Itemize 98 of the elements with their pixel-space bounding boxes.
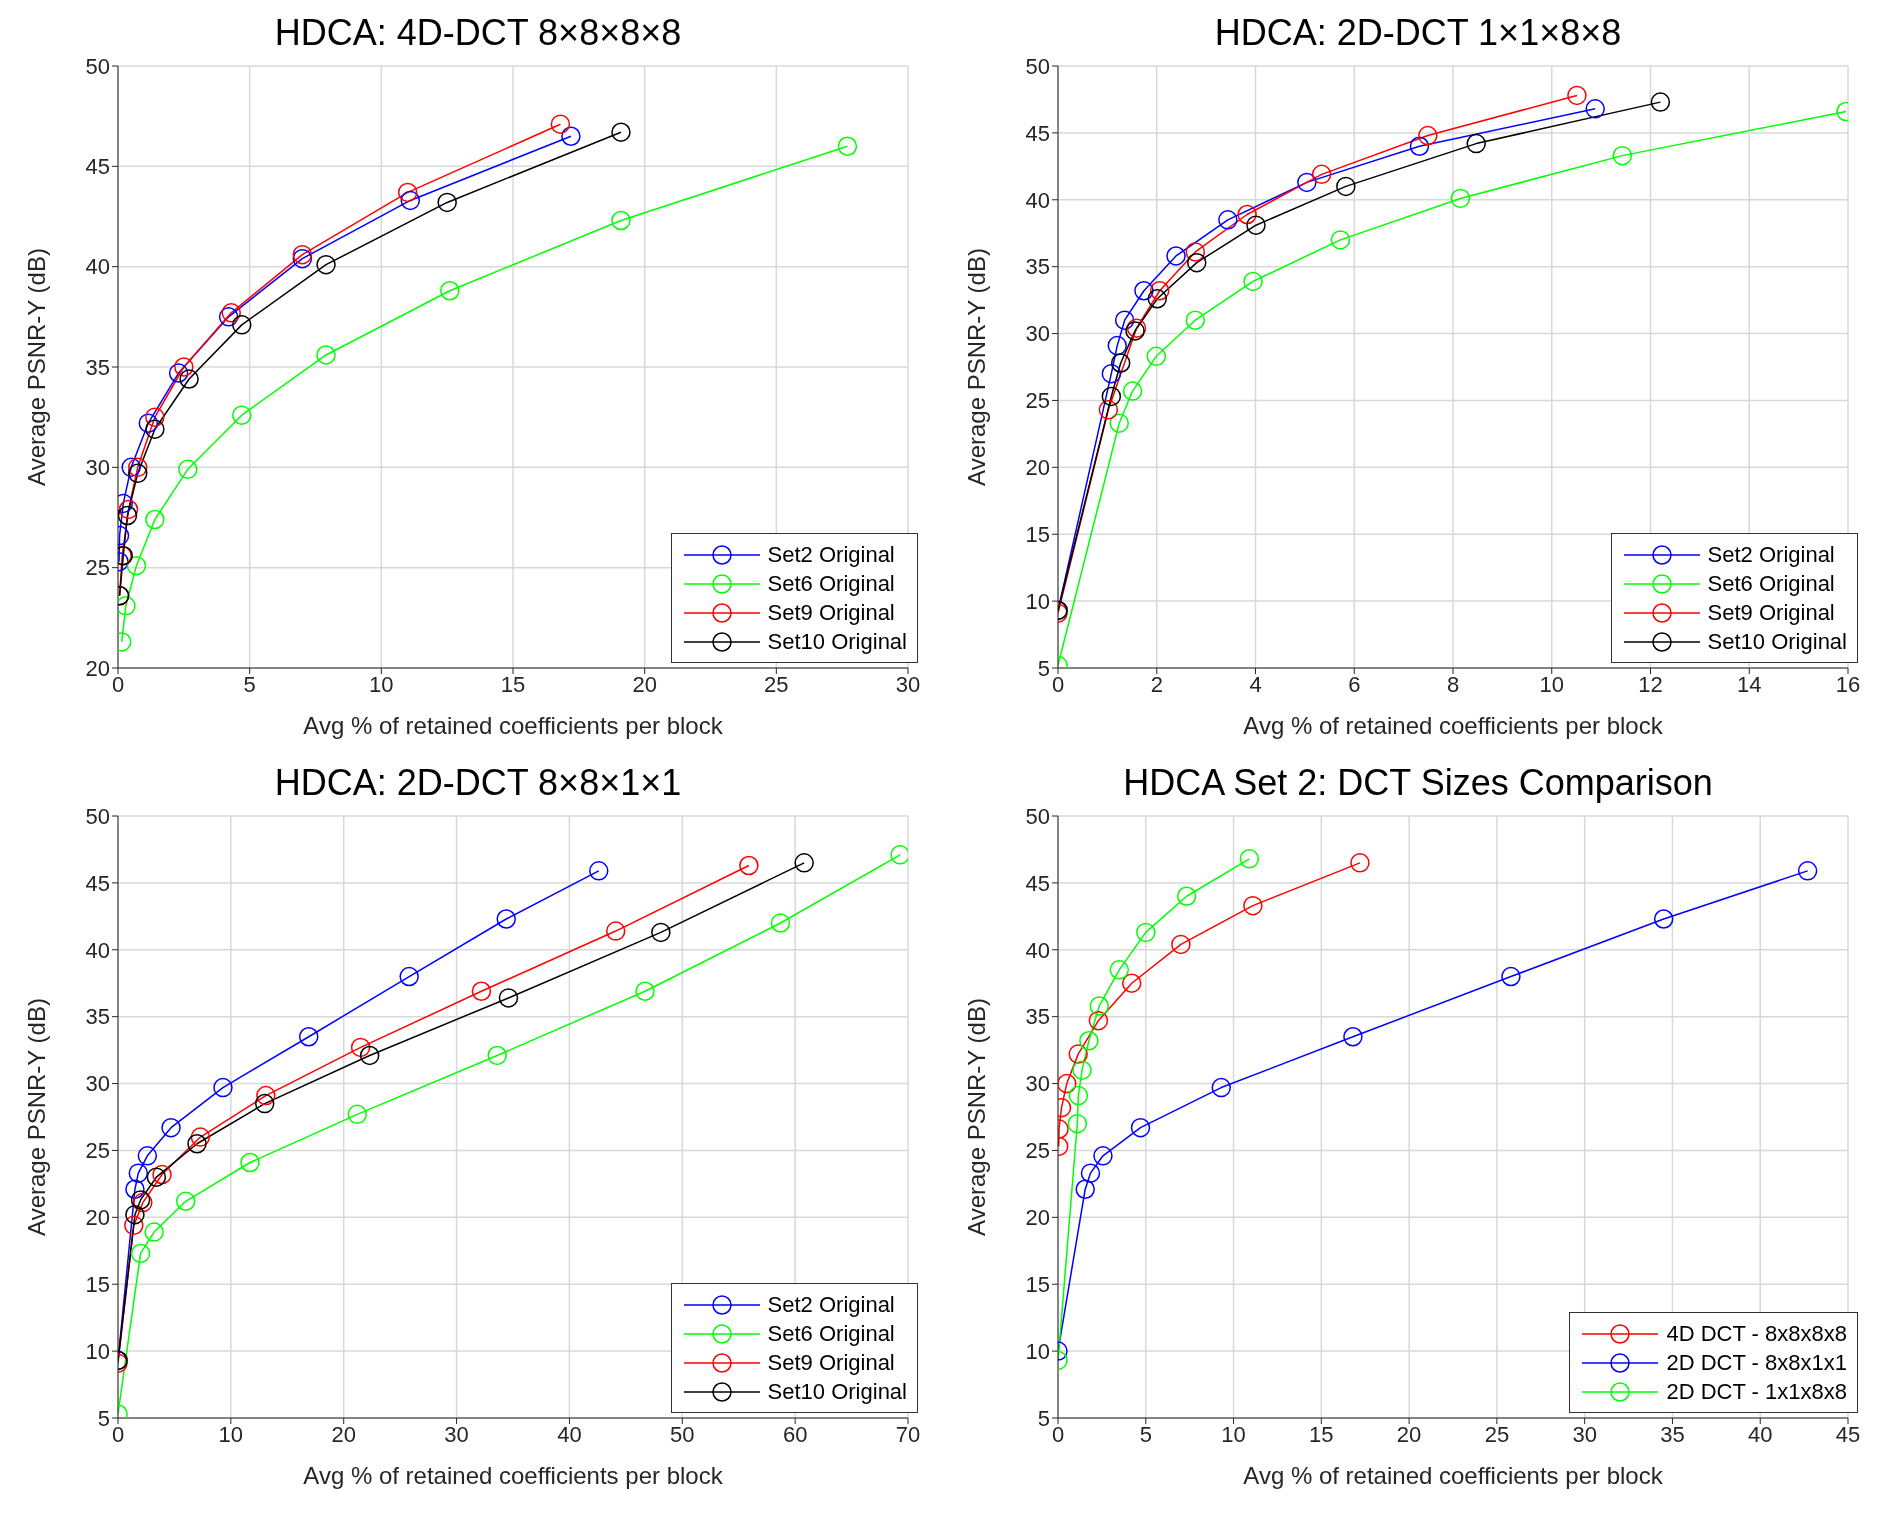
y-axis-title: Average PSNR-Y (dB) <box>22 248 50 486</box>
y-tick-label: 20 <box>85 655 110 681</box>
y-tick-label: 25 <box>85 555 110 581</box>
x-tick-label: 25 <box>764 671 789 697</box>
y-tick-label: 35 <box>85 1004 110 1030</box>
y-tick-label: 35 <box>1025 254 1050 280</box>
legend-label: Set6 Original <box>767 570 895 597</box>
legend-label: 4D DCT - 8x8x8x8 <box>1666 1320 1847 1347</box>
x-axis-title: Avg % of retained coefficients per block <box>303 712 724 739</box>
y-tick-label: 40 <box>1025 937 1050 963</box>
y-axis-title: Average PSNR-Y (dB) <box>962 248 990 486</box>
y-tick-label: 10 <box>85 1338 110 1364</box>
y-tick-label: 15 <box>1025 1272 1050 1298</box>
chart-title: HDCA: 4D-DCT 8×8×8×8 <box>274 12 682 53</box>
y-tick-label: 20 <box>85 1205 110 1231</box>
x-tick-label: 16 <box>1835 671 1861 697</box>
y-tick-label: 40 <box>85 937 110 963</box>
x-tick-label: 10 <box>369 671 394 697</box>
x-tick-label: 10 <box>218 1421 244 1447</box>
x-tick-label: 70 <box>895 1421 921 1447</box>
legend-label: Set10 Original <box>767 1378 907 1405</box>
y-tick-label: 30 <box>1025 321 1050 347</box>
y-tick-label: 5 <box>1037 1405 1050 1431</box>
x-tick-label: 25 <box>1484 1421 1510 1447</box>
y-tick-label: 50 <box>85 803 110 829</box>
x-tick-label: 10 <box>1221 1421 1246 1447</box>
y-axis-title: Average PSNR-Y (dB) <box>962 998 990 1236</box>
y-tick-label: 10 <box>1025 1338 1050 1364</box>
x-tick-label: 20 <box>1396 1421 1422 1447</box>
y-tick-label: 10 <box>1025 588 1050 614</box>
x-tick-label: 0 <box>111 671 125 697</box>
legend-label: Set10 Original <box>767 628 907 655</box>
y-tick-label: 45 <box>1025 870 1050 896</box>
y-tick-label: 5 <box>1037 655 1050 681</box>
x-tick-label: 50 <box>670 1421 695 1447</box>
chart-title: HDCA: 2D-DCT 1×1×8×8 <box>1214 12 1622 53</box>
y-tick-label: 35 <box>85 354 110 380</box>
x-axis-title: Avg % of retained coefficients per block <box>1243 1462 1664 1489</box>
x-tick-label: 30 <box>444 1421 469 1447</box>
legend-label: Set6 Original <box>767 1320 895 1347</box>
legend-label: Set2 Original <box>767 541 895 568</box>
x-tick-label: 14 <box>1737 671 1762 697</box>
legend-label: Set9 Original <box>767 1349 895 1376</box>
legend-label: Set9 Original <box>767 599 895 626</box>
x-tick-label: 60 <box>782 1421 808 1447</box>
x-tick-label: 0 <box>1051 1421 1065 1447</box>
y-tick-label: 20 <box>1025 455 1050 481</box>
x-tick-label: 45 <box>1835 1421 1861 1447</box>
x-tick-label: 30 <box>895 671 921 697</box>
y-tick-label: 45 <box>1025 120 1050 146</box>
chart-title: HDCA Set 2: DCT Sizes Comparison <box>1123 762 1713 803</box>
legend-label: Set2 Original <box>1707 541 1835 568</box>
legend-label: 2D DCT - 8x8x1x1 <box>1666 1349 1847 1376</box>
x-tick-label: 35 <box>1660 1421 1685 1447</box>
x-tick-label: 20 <box>331 1421 356 1447</box>
y-tick-label: 15 <box>1025 522 1050 548</box>
legend-label: Set2 Original <box>767 1291 895 1318</box>
x-tick-label: 12 <box>1638 671 1663 697</box>
y-tick-label: 50 <box>85 53 110 79</box>
x-tick-label: 8 <box>1446 671 1460 697</box>
y-tick-label: 40 <box>85 254 110 280</box>
x-tick-label: 20 <box>632 671 657 697</box>
x-tick-label: 4 <box>1249 671 1262 697</box>
y-tick-label: 45 <box>85 870 110 896</box>
legend-label: Set6 Original <box>1707 570 1835 597</box>
y-tick-label: 5 <box>97 1405 110 1431</box>
y-axis-title: Average PSNR-Y (dB) <box>22 998 50 1236</box>
y-tick-label: 25 <box>1025 388 1050 414</box>
y-tick-label: 50 <box>1025 803 1050 829</box>
chart-title: HDCA: 2D-DCT 8×8×1×1 <box>274 762 682 803</box>
y-tick-label: 35 <box>1025 1004 1050 1030</box>
y-tick-label: 30 <box>85 455 110 481</box>
x-tick-label: 0 <box>111 1421 125 1447</box>
legend-label: Set10 Original <box>1707 628 1847 655</box>
x-tick-label: 0 <box>1051 671 1065 697</box>
x-axis-title: Avg % of retained coefficients per block <box>1243 712 1664 739</box>
legend-label: Set9 Original <box>1707 599 1835 626</box>
y-tick-label: 20 <box>1025 1205 1050 1231</box>
y-tick-label: 25 <box>85 1138 110 1164</box>
y-tick-label: 45 <box>85 154 110 180</box>
x-tick-label: 2 <box>1150 671 1163 697</box>
x-tick-label: 10 <box>1539 671 1564 697</box>
x-tick-label: 40 <box>557 1421 582 1447</box>
x-tick-label: 30 <box>1572 1421 1597 1447</box>
y-tick-label: 25 <box>1025 1138 1050 1164</box>
y-tick-label: 40 <box>1025 187 1050 213</box>
legend-label: 2D DCT - 1x1x8x8 <box>1666 1378 1847 1405</box>
x-tick-label: 5 <box>1139 1421 1152 1447</box>
y-tick-label: 30 <box>85 1071 110 1097</box>
x-tick-label: 15 <box>1309 1421 1334 1447</box>
x-tick-label: 5 <box>243 671 256 697</box>
x-tick-label: 6 <box>1348 671 1361 697</box>
x-axis-title: Avg % of retained coefficients per block <box>303 1462 724 1489</box>
y-tick-label: 50 <box>1025 53 1050 79</box>
y-tick-label: 30 <box>1025 1071 1050 1097</box>
y-tick-label: 15 <box>85 1272 110 1298</box>
x-tick-label: 40 <box>1747 1421 1773 1447</box>
x-tick-label: 15 <box>500 671 526 697</box>
